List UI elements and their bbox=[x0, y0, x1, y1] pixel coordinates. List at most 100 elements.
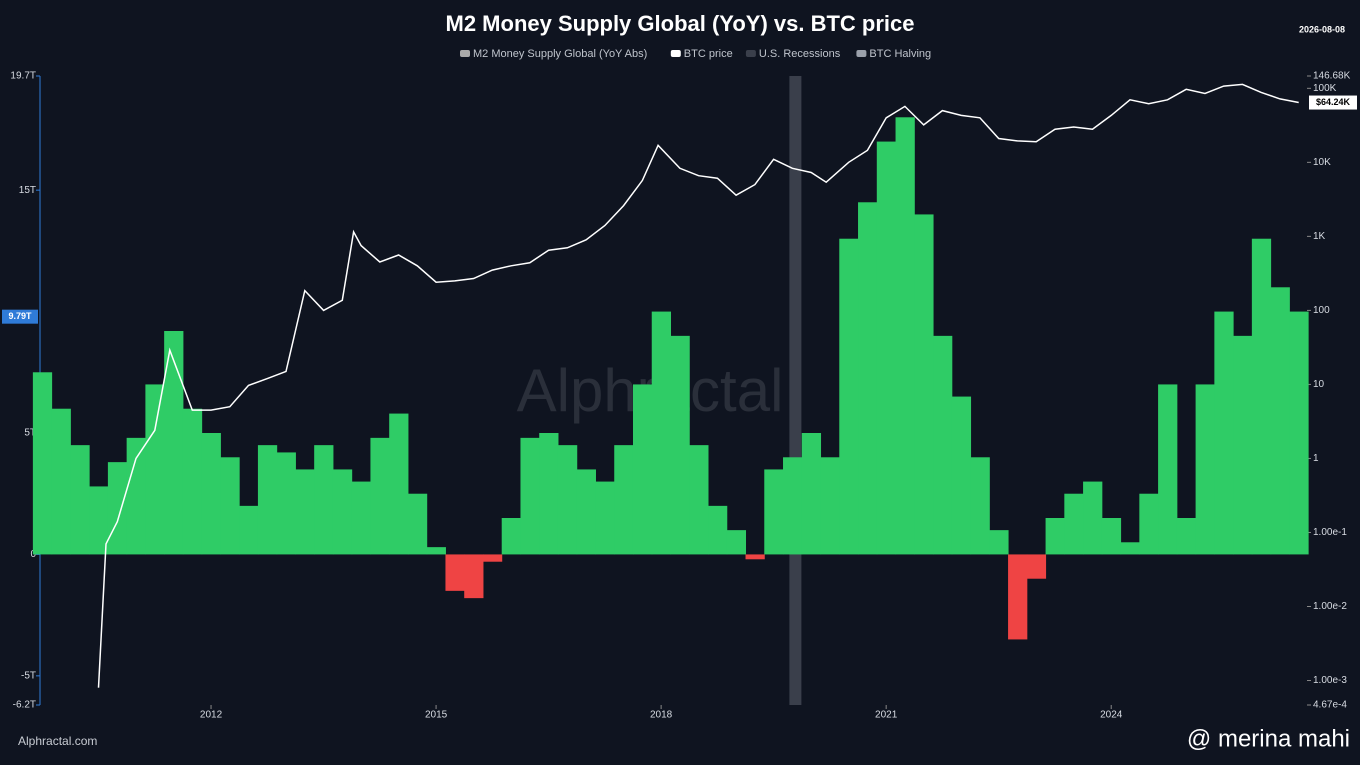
m2-bar bbox=[445, 554, 465, 591]
m2-bar bbox=[839, 238, 859, 555]
m2-bar bbox=[1101, 518, 1122, 555]
m2-bar bbox=[557, 445, 578, 555]
y2-tick-label: 100K bbox=[1313, 83, 1337, 94]
y-tick-label: 5T bbox=[24, 428, 36, 439]
y-tick-label: 15T bbox=[19, 185, 36, 196]
m2-bar bbox=[989, 530, 1009, 555]
y2-tick-label: 10 bbox=[1313, 379, 1325, 390]
legend-swatch bbox=[745, 50, 756, 57]
x-tick-label: 2012 bbox=[200, 710, 223, 721]
source: Alphractal.com bbox=[18, 734, 97, 748]
legend-label: M2 Money Supply Global (YoY Abs) bbox=[473, 48, 647, 60]
m2-bar bbox=[576, 469, 596, 555]
m2-bar bbox=[951, 396, 972, 555]
m2-bar bbox=[126, 437, 146, 555]
m2-bar bbox=[895, 117, 915, 555]
price-badge bbox=[1309, 95, 1357, 110]
legend-label: BTC Halving bbox=[869, 48, 931, 60]
m2-bar bbox=[1214, 311, 1234, 555]
y2-tick-label: 1.00e-1 bbox=[1313, 527, 1347, 538]
m2-bar bbox=[1083, 481, 1103, 555]
date: 2026-08-08 bbox=[1299, 24, 1345, 34]
m2-bar bbox=[1139, 493, 1159, 555]
legend-label: U.S. Recessions bbox=[759, 48, 841, 60]
x-tick-label: 2024 bbox=[1100, 710, 1123, 721]
legend-swatch bbox=[856, 50, 867, 57]
m2-bar bbox=[1251, 238, 1272, 555]
x-tick-label: 2015 bbox=[425, 710, 448, 721]
y-tick-label: -6.2T bbox=[13, 700, 36, 711]
btc-line bbox=[97, 83, 1299, 688]
m2-bar bbox=[745, 554, 765, 560]
m2-bar bbox=[651, 311, 671, 555]
m2-bar bbox=[482, 554, 503, 562]
m2-bar bbox=[370, 437, 390, 555]
m2-bar bbox=[783, 457, 803, 555]
price-label: $64.24K bbox=[1316, 97, 1351, 107]
legend: M2 Money Supply Global (YoY Abs) BTC pric… bbox=[460, 48, 931, 60]
y2-tick-label: 4.67e-4 bbox=[1313, 700, 1347, 711]
m2-bar bbox=[1195, 384, 1215, 555]
last-value-label: 9.79T bbox=[8, 311, 32, 321]
m2-bar bbox=[1045, 518, 1065, 555]
m2-bar bbox=[145, 384, 165, 555]
m2-bar bbox=[726, 530, 747, 555]
m2-bar bbox=[164, 331, 184, 555]
m2-bar bbox=[276, 452, 296, 555]
m2-bar bbox=[670, 335, 690, 555]
m2-bar bbox=[239, 505, 259, 555]
m2-bar bbox=[295, 469, 315, 555]
m2-bar bbox=[107, 462, 128, 555]
legend-label: BTC price bbox=[684, 48, 733, 60]
m2-bar bbox=[539, 433, 559, 555]
m2-bar bbox=[32, 372, 53, 555]
y2-tick-label: 1K bbox=[1313, 231, 1326, 242]
m2-bar bbox=[708, 505, 728, 555]
y2-tick-label: 1.00e-3 bbox=[1313, 675, 1347, 686]
y-tick-label: 19.7T bbox=[10, 71, 36, 82]
chart-title: M2 Money Supply Global (YoY) vs. BTC pri… bbox=[446, 11, 915, 36]
y-tick-label: 0 bbox=[30, 549, 36, 560]
m2-bar bbox=[1176, 518, 1197, 555]
m2-bar bbox=[914, 214, 934, 555]
y2-tick-label: 146.68K bbox=[1313, 71, 1351, 82]
m2-bar bbox=[70, 445, 90, 555]
m2-bar bbox=[1158, 384, 1178, 555]
m2-bar bbox=[351, 481, 371, 555]
m2-bar bbox=[876, 141, 897, 555]
legend-swatch bbox=[670, 50, 681, 57]
m2-bar bbox=[257, 445, 278, 555]
m2-bar bbox=[201, 433, 221, 555]
m2-bar bbox=[614, 445, 634, 555]
m2-bar bbox=[51, 408, 71, 555]
last-value-badge bbox=[2, 309, 38, 324]
m2-bar bbox=[1008, 554, 1028, 640]
m2-bar bbox=[332, 469, 353, 555]
m2-bar bbox=[970, 457, 990, 555]
m2-bar bbox=[407, 493, 428, 555]
m2-bar bbox=[220, 457, 240, 555]
m2-bar bbox=[1289, 311, 1309, 555]
y2-tick-label: 100 bbox=[1313, 305, 1330, 316]
m2-bar bbox=[801, 433, 822, 555]
credit: @ merina mahi bbox=[1187, 725, 1350, 752]
m2-bar bbox=[858, 202, 878, 555]
m2-bar bbox=[314, 445, 334, 555]
m2-bar bbox=[1120, 542, 1140, 555]
x-tick-label: 2021 bbox=[875, 710, 898, 721]
m2-bar bbox=[632, 384, 653, 555]
m2-bar bbox=[501, 518, 521, 555]
m2-bar bbox=[426, 547, 446, 555]
m2-bar bbox=[1233, 335, 1253, 555]
m2-bar bbox=[89, 486, 109, 555]
y2-tick-label: 1 bbox=[1313, 453, 1319, 464]
m2-bar bbox=[1064, 493, 1084, 555]
y2-tick-label: 1.00e-2 bbox=[1313, 601, 1347, 612]
m2-bar bbox=[820, 457, 840, 555]
m2-bar bbox=[933, 335, 953, 555]
m2-bar bbox=[1270, 287, 1290, 555]
m2-bar bbox=[764, 469, 784, 555]
m2-bar bbox=[1026, 554, 1047, 579]
m2-bar bbox=[520, 437, 540, 555]
